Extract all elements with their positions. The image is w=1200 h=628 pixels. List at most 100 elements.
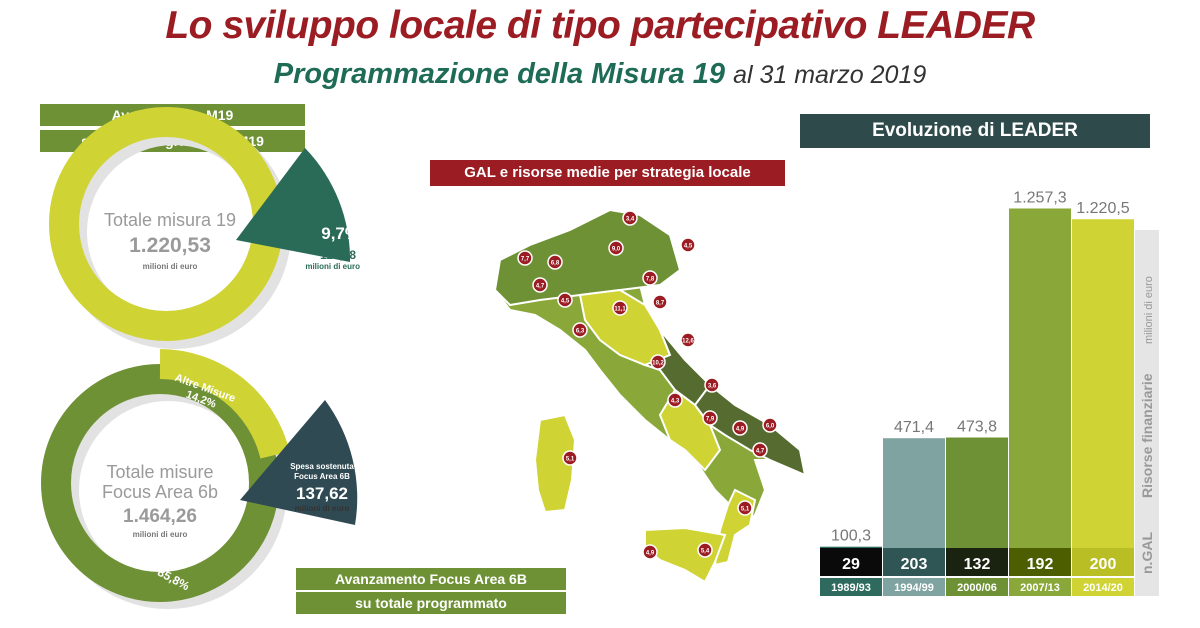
map-badges: 3,4 4,5 7,7 9,0 6,8 4,7 4,5 7,8 11,1 8,7 6,3 12,6 10…: [517, 210, 778, 560]
leader-period-box: [820, 578, 882, 596]
map-badge-value: 5,1: [566, 457, 575, 463]
leader-side-gal: n.GAL: [1139, 532, 1155, 574]
leader-value-label: 471,4: [894, 419, 934, 436]
leader-gal-label: 132: [964, 556, 991, 573]
leader-period-label: 2014/20: [1083, 582, 1123, 594]
donut2-spesa-2: Focus Area 6B: [294, 472, 350, 481]
map-badge-circle: [732, 420, 748, 436]
donut2-center-label-2: Focus Area 6b: [101, 482, 219, 502]
map-badge-value: 5,4: [701, 549, 710, 555]
leader-period-label: 1994/99: [894, 582, 934, 594]
map-badge-circle: [650, 354, 666, 370]
donut1-slice: [236, 148, 351, 262]
map-badge-circle: [642, 544, 658, 560]
donut2-slice: [240, 400, 358, 525]
map-badge-circle: [697, 542, 713, 558]
map-badge-circle: [680, 237, 696, 253]
leader-gal-bar: [1009, 548, 1071, 576]
donut2-spesa-unit: milioni di euro: [294, 504, 350, 513]
map-badge-value: 4,9: [736, 427, 745, 433]
leader-value-label: 100,3: [831, 528, 871, 545]
sardinia: [533, 413, 577, 514]
map-badge-value: 8,7: [656, 301, 665, 307]
map-badge-circle: [517, 250, 533, 266]
donut2-spesa-1: Spesa sostenuta: [290, 462, 354, 471]
map-badge-circle: [622, 210, 638, 226]
leader-side-strip: [1135, 230, 1159, 596]
donut1-center-label: Totale misura 19: [103, 210, 237, 230]
donut1-slice-unit: milioni di euro: [305, 262, 360, 271]
donut2-band-title: Avanzamento Focus Area 6B: [296, 568, 566, 590]
map-badge-value: 9,0: [612, 247, 621, 253]
map-badge-circle: [704, 377, 720, 393]
map-badge-value: 5,1: [741, 507, 750, 513]
map-badge-circle: [680, 332, 696, 348]
leader-bar: [1009, 208, 1071, 576]
leader-period-box: [946, 578, 1008, 596]
map-badge-value: 3,4: [626, 217, 635, 223]
page-subtitle: Programmazione della Misura 19 al 31 mar…: [0, 58, 1200, 91]
map-badge-circle: [702, 410, 718, 426]
leader-period-label: 1989/93: [831, 582, 871, 594]
map-badge-circle: [652, 294, 668, 310]
leader-period-label: 2000/06: [957, 582, 997, 594]
map-badge-circle: [608, 240, 624, 256]
map-badge-value: 6,0: [766, 424, 775, 430]
map-badge-value: 7,7: [521, 257, 530, 263]
leader-value-label: 473,8: [957, 419, 997, 436]
leader-period-box: [883, 578, 945, 596]
leader-gal-label: 200: [1090, 556, 1117, 573]
subtitle-main: Programmazione della Misura 19: [273, 58, 726, 90]
map-badge-value: 4,3: [671, 399, 680, 405]
leader-period-box: [1009, 578, 1071, 596]
map-title: GAL e risorse medie per strategia locale: [430, 160, 785, 186]
map-badge-value: 10,2: [652, 361, 664, 367]
leader-gal-label: 29: [842, 556, 860, 573]
leader-side-unit: milioni di euro: [1143, 276, 1155, 344]
map-badge-value: 4,7: [536, 284, 545, 290]
map-badge-circle: [752, 442, 768, 458]
leader-gal-bar: [1072, 548, 1134, 576]
page-title: Lo sviluppo locale di tipo partecipativo…: [165, 4, 1035, 47]
leader-side-label: Risorse finanziarie: [1139, 373, 1155, 498]
map-badge-circle: [547, 254, 563, 270]
map-badge-value: 6,8: [551, 261, 560, 267]
donut2-center-label-1: Totale misure: [106, 462, 214, 482]
donut1-slice-value: 118,08: [319, 248, 356, 262]
map-badge-circle: [667, 392, 683, 408]
leader-title: Evoluzione di LEADER: [800, 114, 1150, 148]
map-badge-circle: [557, 292, 573, 308]
donut1-center-value: 1.220,53: [129, 234, 211, 257]
donut2-center-label: Totale misure Focus Area 6b: [85, 462, 235, 502]
map-badge-circle: [642, 270, 658, 286]
map-badge-value: 4,5: [561, 299, 570, 305]
leader-value-label: 1.220,5: [1076, 200, 1129, 217]
donut2-center-unit: milioni di euro: [132, 530, 188, 539]
leader-gal-bar: [883, 548, 945, 576]
leader-value-label: 1.257,3: [1013, 189, 1066, 206]
map-badge-circle: [737, 500, 753, 516]
donut2-spesa-value: 137,62: [296, 484, 348, 503]
donut2-spesa-label: Spesa sostenuta Focus Area 6B: [282, 462, 362, 482]
map-badge-circle: [532, 277, 548, 293]
leader-period-label: 2007/13: [1020, 582, 1060, 594]
donut1-slice-pct: 9,7%: [321, 224, 360, 243]
map-badge-value: 3,6: [708, 384, 717, 390]
subtitle-date: al 31 marzo 2019: [733, 61, 927, 89]
map-badge-value: 4,9: [646, 551, 655, 557]
map-badge-value: 4,7: [756, 449, 765, 455]
leader-period-box: [1072, 578, 1134, 596]
leader-gal-label: 203: [901, 556, 928, 573]
leader-gal-label: 192: [1027, 556, 1054, 573]
map-badge-value: 12,6: [682, 339, 694, 345]
leader-bar: [1072, 219, 1134, 576]
map-badge-value: 7,9: [706, 417, 715, 423]
donut1-center-unit: milioni di euro: [142, 262, 198, 271]
map-badge-circle: [562, 450, 578, 466]
map-badge-value: 7,8: [646, 277, 655, 283]
italy-region-calabria: [713, 488, 757, 567]
leader-gal-bar: [820, 548, 882, 576]
donut2-band-subtitle: su totale programmato: [296, 592, 566, 614]
italy-map: 3,4 4,5 7,7 9,0 6,8 4,7 4,5 7,8 11,1 8,7 6,3 12,6 10…: [493, 208, 807, 584]
